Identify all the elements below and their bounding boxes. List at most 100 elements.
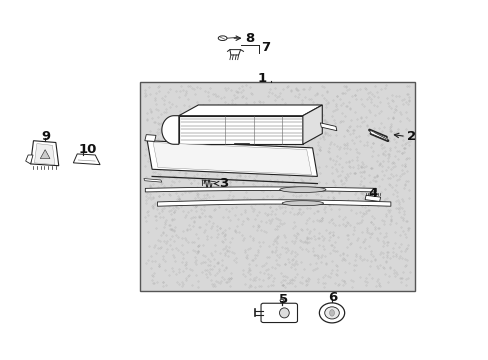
- Point: [313, 139, 321, 144]
- Point: [259, 144, 267, 149]
- Point: [209, 281, 217, 287]
- Point: [244, 145, 252, 151]
- Point: [339, 100, 346, 105]
- Point: [199, 116, 207, 122]
- Point: [274, 262, 282, 268]
- Point: [214, 201, 222, 207]
- Point: [298, 178, 306, 184]
- Point: [169, 143, 177, 149]
- Point: [293, 230, 301, 236]
- Point: [275, 162, 283, 167]
- Point: [295, 163, 303, 169]
- Point: [333, 282, 341, 288]
- Point: [151, 169, 159, 175]
- Point: [367, 275, 375, 281]
- Point: [245, 85, 253, 90]
- Point: [187, 150, 195, 156]
- Point: [392, 220, 400, 226]
- Point: [349, 170, 357, 175]
- Point: [290, 93, 298, 99]
- Point: [337, 200, 345, 206]
- Polygon shape: [179, 105, 322, 116]
- Point: [277, 270, 285, 276]
- Point: [268, 278, 276, 284]
- Point: [381, 152, 388, 158]
- Point: [290, 149, 298, 155]
- Point: [154, 107, 162, 113]
- Point: [144, 208, 152, 214]
- Point: [252, 107, 260, 112]
- Point: [149, 195, 157, 201]
- Point: [355, 244, 363, 249]
- Point: [239, 180, 246, 186]
- Point: [192, 190, 200, 196]
- Point: [200, 106, 208, 112]
- Point: [342, 252, 350, 258]
- Point: [371, 191, 379, 197]
- Point: [148, 203, 156, 209]
- Point: [272, 238, 280, 244]
- Point: [159, 279, 166, 285]
- Point: [284, 247, 292, 253]
- Point: [369, 174, 377, 179]
- Point: [249, 114, 257, 120]
- Point: [264, 283, 271, 289]
- Point: [386, 176, 393, 181]
- Point: [345, 164, 353, 170]
- Point: [358, 195, 366, 201]
- Point: [347, 157, 355, 163]
- Point: [160, 151, 167, 157]
- Point: [195, 224, 203, 230]
- Point: [147, 115, 155, 121]
- Point: [324, 219, 332, 224]
- Point: [154, 88, 162, 94]
- Point: [159, 191, 166, 197]
- Point: [317, 199, 325, 205]
- Point: [334, 146, 342, 152]
- Point: [193, 132, 201, 138]
- Point: [222, 206, 229, 212]
- Point: [221, 87, 229, 93]
- Point: [327, 171, 335, 176]
- Point: [352, 123, 360, 129]
- Point: [222, 140, 230, 146]
- Point: [242, 100, 250, 106]
- Point: [325, 274, 333, 280]
- Point: [157, 201, 165, 207]
- Point: [272, 262, 280, 267]
- Point: [381, 148, 388, 154]
- Point: [292, 252, 300, 257]
- Point: [170, 255, 178, 260]
- Point: [209, 103, 217, 109]
- Point: [166, 86, 174, 92]
- Point: [192, 203, 200, 209]
- Point: [202, 151, 209, 157]
- Point: [208, 118, 216, 123]
- Point: [257, 263, 265, 269]
- Point: [163, 238, 171, 244]
- Point: [271, 143, 279, 148]
- Point: [320, 280, 328, 286]
- Point: [315, 127, 323, 133]
- Point: [255, 243, 263, 249]
- Point: [225, 283, 233, 289]
- Point: [226, 105, 234, 111]
- Point: [337, 181, 345, 187]
- Point: [166, 115, 174, 121]
- Point: [292, 86, 300, 91]
- Point: [401, 141, 408, 147]
- Point: [298, 239, 306, 245]
- Point: [146, 156, 154, 162]
- Point: [342, 244, 350, 249]
- Point: [358, 191, 366, 197]
- Point: [297, 176, 305, 182]
- Point: [364, 202, 371, 208]
- Point: [221, 86, 228, 91]
- Point: [401, 246, 409, 252]
- Point: [189, 219, 197, 225]
- Point: [345, 123, 353, 129]
- Point: [394, 255, 402, 261]
- Point: [361, 201, 369, 207]
- Point: [296, 239, 304, 244]
- Point: [224, 195, 232, 201]
